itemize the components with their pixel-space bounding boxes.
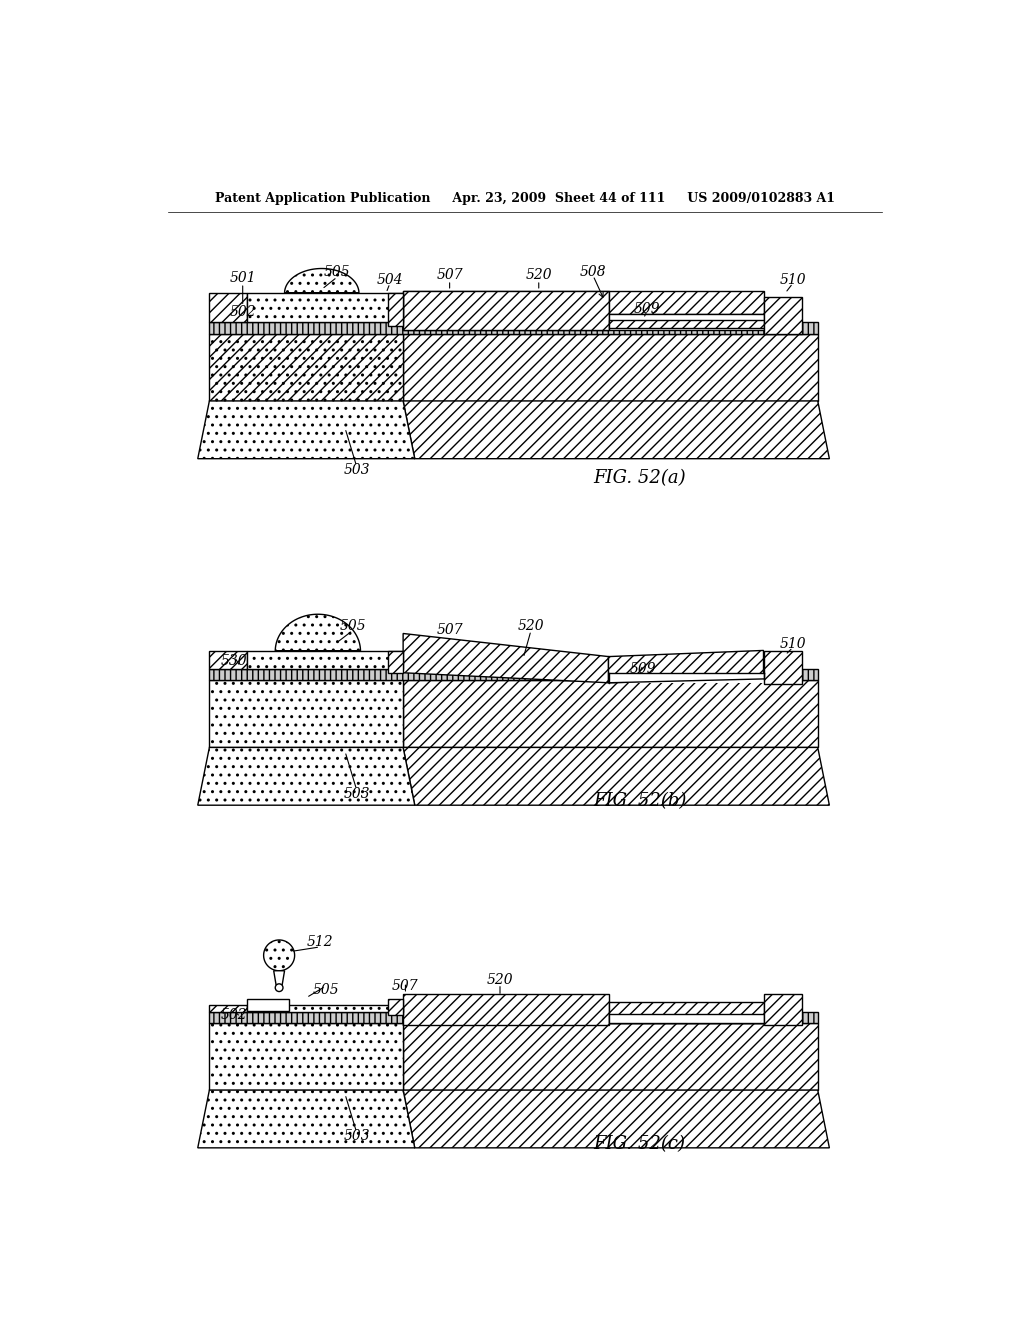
Bar — [403, 334, 818, 401]
Text: 512: 512 — [307, 936, 334, 949]
Bar — [764, 994, 802, 1026]
Polygon shape — [403, 634, 608, 682]
Bar — [388, 999, 403, 1015]
Text: 507: 507 — [392, 979, 419, 993]
Bar — [608, 673, 764, 682]
Text: 508: 508 — [580, 265, 606, 280]
Text: FIG. 52(a): FIG. 52(a) — [593, 469, 686, 487]
Bar — [209, 669, 818, 681]
Text: 509: 509 — [634, 301, 660, 315]
Polygon shape — [275, 614, 360, 651]
Bar — [608, 1002, 764, 1023]
Bar — [403, 1023, 818, 1090]
Bar — [764, 651, 802, 684]
Text: FIG. 52(c): FIG. 52(c) — [594, 1135, 685, 1152]
Text: FIG. 52(b): FIG. 52(b) — [593, 792, 686, 810]
Text: Patent Application Publication     Apr. 23, 2009  Sheet 44 of 111     US 2009/01: Patent Application Publication Apr. 23, … — [215, 191, 835, 205]
Bar — [209, 293, 247, 322]
Polygon shape — [403, 747, 829, 805]
Bar — [209, 1011, 818, 1023]
Bar — [403, 681, 818, 747]
Polygon shape — [273, 970, 285, 985]
Circle shape — [275, 983, 283, 991]
Bar — [209, 681, 403, 747]
Polygon shape — [198, 401, 415, 459]
Polygon shape — [263, 940, 295, 970]
Polygon shape — [403, 401, 829, 459]
Text: 503: 503 — [343, 787, 370, 801]
Text: 504: 504 — [377, 273, 403, 286]
Polygon shape — [198, 1090, 415, 1148]
Text: 530: 530 — [221, 655, 248, 668]
Text: 505: 505 — [312, 983, 339, 997]
Text: 520: 520 — [486, 973, 513, 987]
Text: 507: 507 — [436, 268, 463, 282]
Bar — [403, 290, 608, 330]
Text: 520: 520 — [525, 268, 552, 282]
Text: 509: 509 — [630, 661, 656, 676]
Bar — [209, 1006, 247, 1011]
Bar — [247, 1006, 403, 1011]
Text: 507: 507 — [436, 623, 463, 638]
Text: 502: 502 — [229, 305, 256, 319]
Bar — [247, 999, 289, 1011]
Text: 520: 520 — [518, 619, 545, 632]
Bar — [403, 994, 608, 1026]
Text: 502: 502 — [221, 1007, 248, 1022]
Text: 503: 503 — [343, 1130, 370, 1143]
Bar — [388, 293, 403, 326]
Text: 505: 505 — [339, 619, 366, 632]
Text: 503: 503 — [343, 463, 370, 478]
Polygon shape — [285, 268, 359, 293]
Bar — [388, 651, 403, 673]
Text: 510: 510 — [779, 273, 806, 286]
Bar — [209, 334, 403, 401]
Bar — [764, 297, 802, 334]
Bar — [608, 321, 764, 327]
Polygon shape — [403, 1090, 829, 1148]
Bar — [209, 1023, 403, 1090]
Bar — [608, 314, 764, 330]
Bar — [247, 651, 403, 669]
Bar — [608, 290, 764, 314]
Bar — [247, 293, 403, 322]
Bar — [209, 322, 818, 334]
Polygon shape — [608, 651, 764, 682]
Text: 505: 505 — [324, 265, 350, 280]
Bar — [608, 1014, 764, 1023]
Bar — [209, 651, 247, 669]
Bar — [403, 290, 608, 330]
Polygon shape — [198, 747, 415, 805]
Bar — [209, 334, 403, 401]
Text: 501: 501 — [229, 271, 256, 285]
Text: 510: 510 — [779, 636, 806, 651]
